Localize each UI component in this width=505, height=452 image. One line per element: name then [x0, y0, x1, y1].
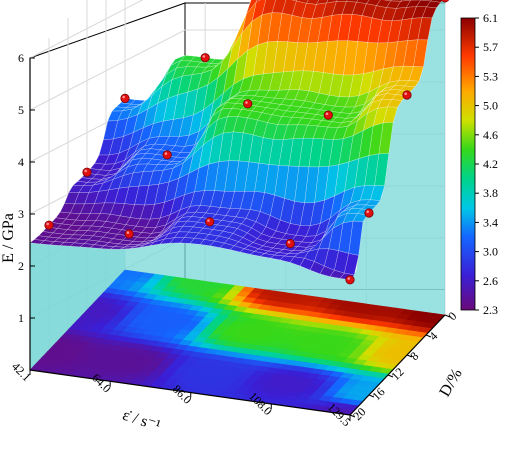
- colorbar-tick-label: 5.7: [483, 40, 498, 54]
- surface-mesh: [29, 0, 444, 281]
- colorbar-tick-label: 2.6: [483, 274, 498, 288]
- data-point: [44, 220, 54, 230]
- colorbar: [460, 17, 476, 311]
- colorbar-tick-label: 4.2: [483, 157, 498, 171]
- data-point: [124, 229, 134, 239]
- data-point: [345, 275, 355, 285]
- y-tick-label: 0: [445, 309, 459, 323]
- z-tick-label: 2: [18, 259, 24, 273]
- colorbar-tick-label: 2.3: [483, 303, 498, 317]
- z-axis-label: E / GPa: [0, 213, 17, 263]
- colorbar-tick-label: 5.3: [483, 69, 498, 83]
- data-point: [82, 167, 92, 177]
- z-tick-label: 4: [18, 155, 24, 169]
- data-point: [120, 93, 130, 104]
- z-tick-label: 3: [18, 207, 24, 221]
- z-tick-label: 6: [18, 51, 24, 65]
- data-point: [285, 238, 295, 249]
- y-tick-label: 4: [426, 329, 440, 343]
- colorbar-tick-label: 4.6: [483, 128, 498, 142]
- data-point: [243, 99, 253, 109]
- y-axis-label: D/%: [436, 366, 465, 400]
- data-point: [323, 110, 333, 120]
- data-point: [162, 150, 172, 160]
- data-point: [402, 90, 412, 100]
- z-tick-label: 5: [18, 103, 24, 117]
- projected-contour-map: [29, 269, 446, 416]
- data-point: [200, 53, 210, 63]
- z-tick-label: 1: [18, 311, 24, 325]
- colorbar-tick-label: 3.4: [483, 215, 498, 229]
- colorbar-tick-label: 3.0: [483, 245, 498, 259]
- data-point: [364, 208, 374, 218]
- data-points: [44, 0, 450, 285]
- data-point: [440, 0, 450, 3]
- colorbar-tick-label: 6.1: [483, 11, 498, 25]
- x-axis-label: ε̇ / s⁻¹: [120, 407, 162, 435]
- data-point: [205, 217, 215, 227]
- colorbar-ticks: 6.1 5.7 5.3 5.0 4.6 4.2 3.8 3.4 3.0 2.6 2.3: [475, 11, 498, 317]
- colorbar-tick-label: 3.8: [483, 186, 498, 200]
- y-tick-label: 8: [407, 349, 421, 363]
- colorbar-tick-label: 5.0: [483, 99, 498, 113]
